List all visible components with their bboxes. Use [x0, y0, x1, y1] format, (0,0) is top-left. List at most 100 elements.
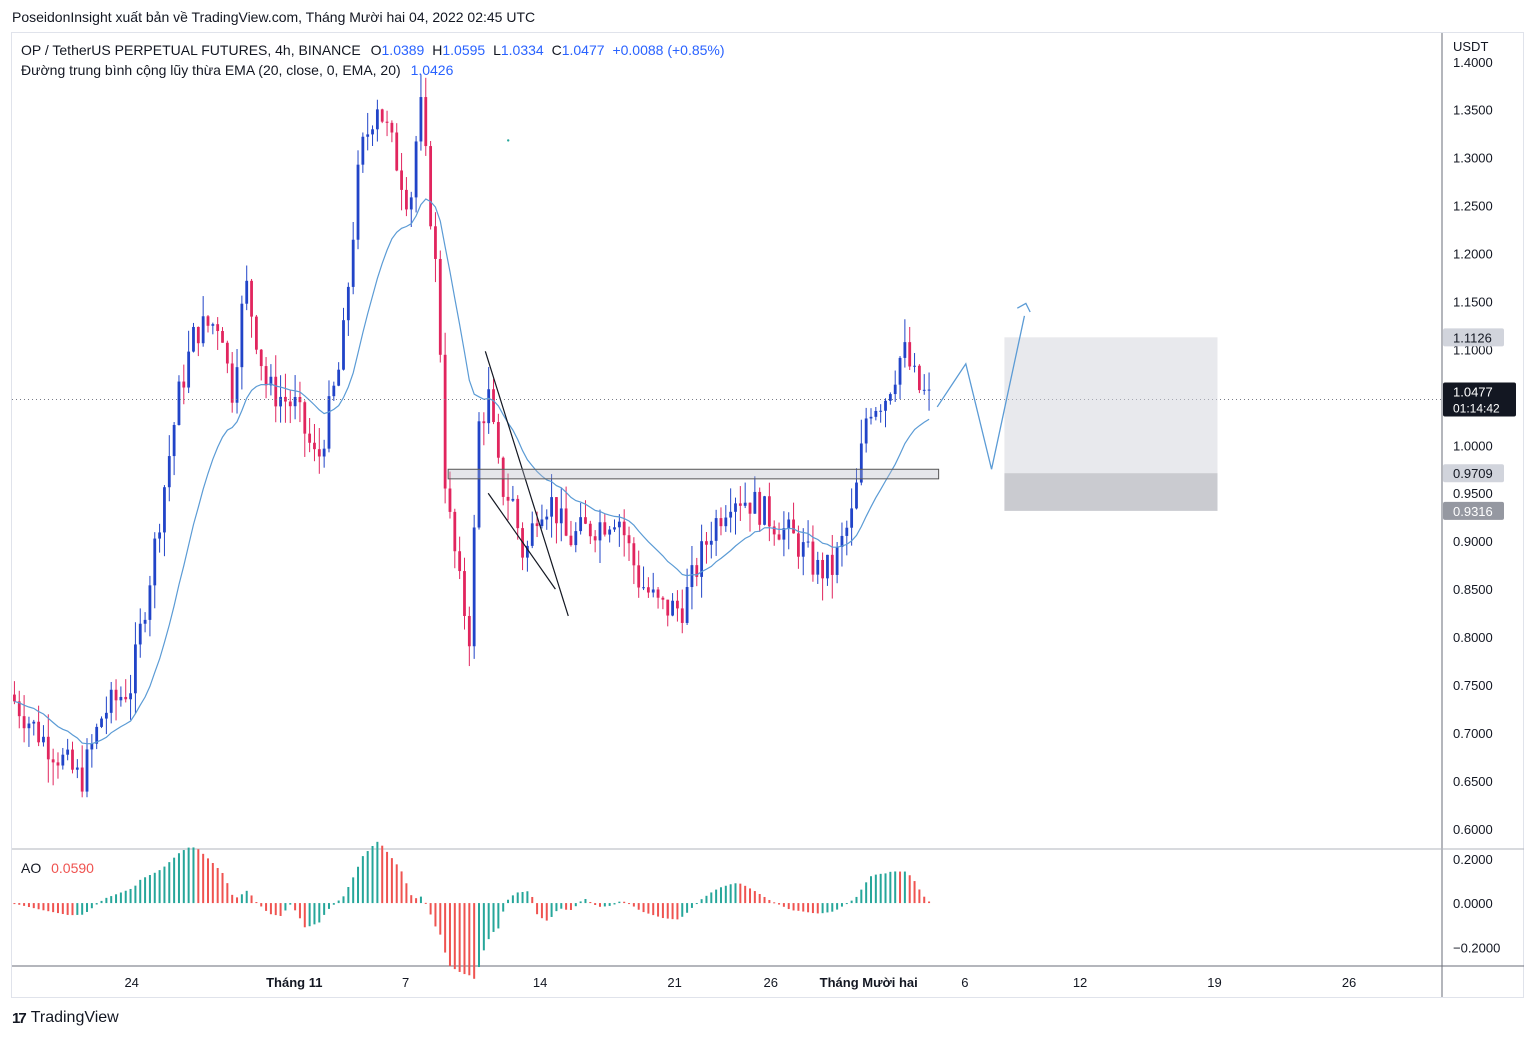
ao-bar — [61, 903, 64, 915]
ao-bar — [23, 903, 26, 906]
candle-up — [366, 134, 370, 137]
ao-bar — [323, 903, 326, 915]
ema-legend: Đường trung bình cộng lũy thừa EMA (20, … — [21, 62, 453, 78]
ao-bar — [758, 893, 761, 904]
candle-up — [356, 164, 360, 240]
change-value: +0.0088 (+0.85%) — [612, 42, 725, 58]
candle-up — [574, 531, 578, 546]
candle-down — [506, 496, 510, 501]
candle-down — [250, 280, 253, 317]
candle-down — [830, 554, 834, 575]
ao-bar — [298, 903, 301, 919]
candle-up — [129, 693, 132, 700]
candle-up — [100, 718, 103, 727]
candle-up — [487, 389, 491, 424]
ao-bar — [681, 903, 684, 917]
candle-down — [588, 523, 592, 537]
low-value: 1.0334 — [500, 42, 544, 58]
candle-down — [738, 503, 742, 506]
candle-down — [196, 326, 200, 344]
x-tick-label: 21 — [667, 975, 681, 990]
candle-up — [782, 528, 786, 540]
ao-bar — [608, 903, 611, 906]
candle-up — [826, 554, 829, 579]
x-tick-label: 12 — [1073, 975, 1087, 990]
ao-bar — [342, 896, 345, 904]
tradingview-footer[interactable]: 17 TradingView — [12, 1009, 119, 1027]
candle-up — [90, 743, 94, 750]
ao-bar — [719, 887, 722, 904]
ao-bar — [27, 903, 30, 908]
candle-up — [158, 532, 162, 539]
ao-bar — [347, 886, 350, 904]
ao-bar — [192, 847, 195, 904]
y-tick-label: 0.9000 — [1453, 534, 1493, 549]
ao-bar — [618, 901, 621, 904]
ao-legend: AO 0.0590 — [21, 860, 94, 876]
candle-up — [85, 749, 89, 792]
last-price-tag — [1443, 382, 1516, 417]
candle-up — [192, 326, 195, 352]
candle-up — [342, 320, 345, 370]
candle-down — [46, 736, 50, 760]
ao-bar — [182, 850, 185, 904]
candle-down — [569, 535, 573, 546]
ao-bar — [753, 891, 756, 904]
trendline-upper — [484, 351, 569, 617]
ao-bar — [671, 903, 674, 920]
candle-down — [453, 511, 457, 552]
candle-down — [719, 518, 723, 527]
candle-down — [400, 170, 403, 190]
ao-bar — [831, 903, 834, 912]
ao-bar — [879, 873, 882, 904]
candle-down — [646, 587, 650, 593]
ao-bar — [899, 871, 902, 904]
ao-bar — [124, 890, 127, 904]
candle-up — [187, 351, 191, 388]
candle-up — [409, 197, 413, 210]
candle-up — [559, 508, 563, 524]
ao-bar — [95, 903, 98, 905]
ao-value: 0.0590 — [51, 860, 94, 876]
ao-bar — [265, 903, 268, 911]
ao-bar — [724, 885, 727, 904]
candle-down — [680, 608, 684, 623]
ao-bar — [303, 903, 306, 928]
candle-up — [119, 696, 123, 701]
ao-bar — [376, 841, 379, 904]
ao-bar — [366, 851, 369, 904]
close-label: C — [551, 42, 562, 58]
ao-bar — [623, 901, 626, 904]
ao-bar — [676, 903, 679, 920]
candle-down — [501, 457, 505, 497]
ema-line — [14, 198, 930, 745]
candle-up — [879, 410, 883, 412]
stop-zone — [1004, 473, 1218, 511]
ao-bar — [269, 903, 272, 915]
candle-down — [627, 535, 631, 544]
ao-bar — [894, 871, 897, 904]
candle-down — [772, 526, 776, 535]
ao-bar — [603, 903, 606, 907]
ao-bar — [274, 903, 277, 916]
y-tick-label: 0.7500 — [1453, 678, 1493, 693]
ao-bar — [855, 896, 858, 904]
ao-bar — [507, 899, 510, 904]
ao-bar — [739, 883, 742, 904]
candle-up — [613, 527, 616, 530]
ao-bar — [313, 903, 316, 925]
ao-bar — [613, 903, 616, 905]
ao-bar — [545, 903, 548, 921]
high-label: H — [432, 42, 443, 58]
ao-bar — [424, 902, 427, 904]
candle-down — [206, 316, 210, 326]
candle-up — [293, 396, 297, 407]
ao-bar — [18, 903, 21, 905]
ao-bar — [744, 885, 747, 904]
ao-bar — [661, 903, 664, 919]
ao-bar — [734, 883, 737, 904]
price-tag-label: 1.1126 — [1453, 330, 1492, 345]
candle-down — [385, 121, 389, 123]
ao-bar — [797, 903, 800, 911]
